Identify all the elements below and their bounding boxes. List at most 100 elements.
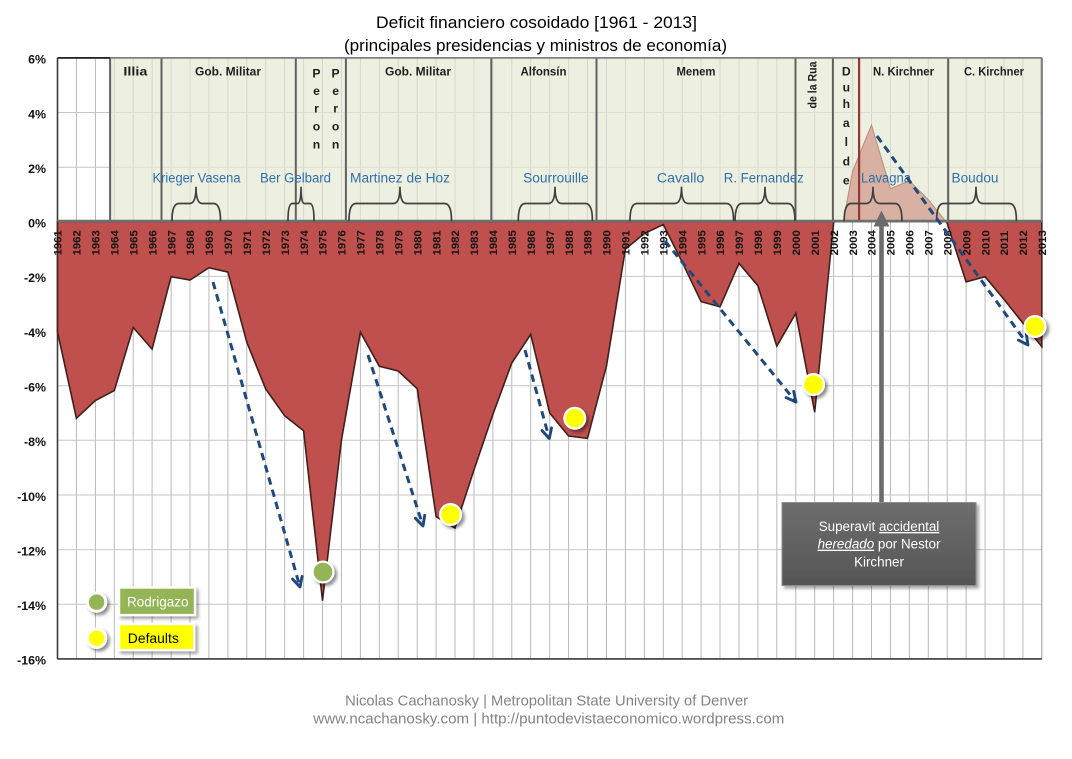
- svg-text:1994: 1994: [677, 230, 689, 256]
- svg-text:P: P: [332, 66, 340, 80]
- svg-text:C. Kirchner: C. Kirchner: [964, 64, 1024, 78]
- svg-text:Alfonsín: Alfonsín: [521, 64, 567, 78]
- svg-text:P: P: [312, 66, 320, 80]
- svg-text:1977: 1977: [356, 230, 368, 255]
- svg-text:l: l: [845, 135, 848, 149]
- svg-text:Kirchner: Kirchner: [854, 554, 904, 569]
- svg-text:1988: 1988: [564, 230, 576, 255]
- svg-text:1983: 1983: [469, 230, 481, 255]
- svg-text:n: n: [313, 137, 320, 151]
- svg-text:1961: 1961: [53, 230, 65, 255]
- svg-text:1967: 1967: [166, 230, 178, 255]
- svg-text:1999: 1999: [772, 230, 784, 255]
- svg-text:e: e: [313, 84, 320, 98]
- svg-text:Sourrouille: Sourrouille: [523, 171, 589, 186]
- svg-text:1962: 1962: [72, 230, 84, 255]
- svg-text:1981: 1981: [431, 230, 443, 255]
- svg-text:Illia: Illia: [123, 64, 147, 78]
- svg-text:Cavallo: Cavallo: [657, 171, 705, 186]
- svg-text:Boudou: Boudou: [952, 171, 999, 186]
- svg-text:Krieger Vasena: Krieger Vasena: [153, 171, 242, 186]
- svg-text:Martinez de Hoz: Martinez de Hoz: [350, 171, 450, 186]
- svg-text:1970: 1970: [223, 230, 235, 255]
- svg-text:heredado por Nestor: heredado por Nestor: [818, 537, 941, 552]
- svg-text:4%: 4%: [28, 107, 46, 121]
- svg-text:1964: 1964: [110, 230, 122, 256]
- svg-text:1965: 1965: [128, 230, 140, 255]
- svg-text:o: o: [332, 119, 339, 133]
- svg-text:1972: 1972: [261, 230, 273, 255]
- svg-text:-6%: -6%: [24, 381, 46, 395]
- svg-text:1985: 1985: [507, 230, 519, 255]
- svg-text:1969: 1969: [204, 230, 216, 255]
- svg-text:2012: 2012: [1018, 230, 1030, 255]
- svg-text:Rodrigazo: Rodrigazo: [127, 594, 189, 609]
- svg-text:2006: 2006: [905, 230, 917, 255]
- svg-text:-2%: -2%: [24, 271, 46, 285]
- svg-text:1984: 1984: [488, 230, 500, 256]
- svg-text:-8%: -8%: [24, 435, 46, 449]
- svg-text:1968: 1968: [185, 230, 197, 255]
- svg-text:r: r: [314, 101, 319, 115]
- svg-text:2004: 2004: [867, 230, 879, 256]
- svg-text:o: o: [313, 119, 320, 133]
- svg-text:1997: 1997: [734, 230, 746, 255]
- svg-text:1963: 1963: [91, 230, 103, 255]
- svg-text:1980: 1980: [412, 230, 424, 255]
- svg-text:2009: 2009: [961, 230, 973, 255]
- svg-text:2007: 2007: [924, 230, 936, 255]
- svg-text:1992: 1992: [640, 230, 652, 255]
- svg-text:2011: 2011: [999, 231, 1011, 256]
- svg-text:2003: 2003: [848, 230, 860, 255]
- svg-text:d: d: [843, 154, 850, 168]
- svg-text:a: a: [843, 116, 850, 130]
- svg-text:1982: 1982: [450, 230, 462, 255]
- svg-text:2005: 2005: [886, 230, 898, 255]
- svg-text:1976: 1976: [337, 230, 349, 255]
- svg-text:Superavit accidental: Superavit accidental: [819, 519, 940, 534]
- svg-text:Gob. Militar: Gob. Militar: [385, 64, 451, 78]
- svg-text:de la Rua: de la Rua: [806, 61, 820, 108]
- svg-text:n: n: [332, 137, 339, 151]
- svg-text:1974: 1974: [299, 230, 311, 256]
- svg-text:1966: 1966: [147, 230, 159, 255]
- svg-text:1991: 1991: [621, 230, 633, 255]
- svg-text:1978: 1978: [375, 230, 387, 255]
- svg-text:2%: 2%: [28, 162, 46, 176]
- svg-text:-10%: -10%: [17, 490, 46, 504]
- svg-text:2000: 2000: [791, 230, 803, 255]
- svg-text:6%: 6%: [28, 53, 46, 67]
- svg-text:1996: 1996: [715, 230, 727, 255]
- svg-text:www.ncachanosky.com | http://: www.ncachanosky.com | http://puntodevist…: [312, 712, 784, 728]
- svg-text:-14%: -14%: [17, 599, 46, 613]
- svg-text:1986: 1986: [526, 230, 538, 255]
- svg-text:Deficit financiero cosoidado [: Deficit financiero cosoidado [1961 - 201…: [376, 13, 697, 32]
- svg-text:D: D: [842, 65, 851, 79]
- svg-text:1995: 1995: [696, 230, 708, 255]
- svg-text:1973: 1973: [280, 230, 292, 255]
- svg-text:1979: 1979: [393, 230, 405, 255]
- svg-text:1987: 1987: [545, 230, 557, 255]
- svg-text:1993: 1993: [659, 230, 671, 255]
- svg-text:1989: 1989: [583, 230, 595, 255]
- svg-text:u: u: [843, 81, 850, 95]
- svg-text:Lavagna: Lavagna: [861, 171, 912, 186]
- svg-text:(principales presidencias y mi: (principales presidencias y ministros de…: [344, 36, 727, 55]
- svg-text:N. Kirchner: N. Kirchner: [873, 64, 934, 78]
- svg-text:1990: 1990: [602, 230, 614, 255]
- svg-text:Menem: Menem: [677, 64, 716, 78]
- svg-text:2002: 2002: [829, 230, 841, 255]
- svg-text:Defaults: Defaults: [128, 631, 179, 646]
- svg-text:2013: 2013: [1037, 230, 1049, 255]
- svg-text:e: e: [332, 84, 339, 98]
- svg-text:R. Fernandez: R. Fernandez: [724, 171, 804, 186]
- svg-text:1971: 1971: [242, 230, 254, 255]
- svg-text:e: e: [843, 173, 850, 187]
- svg-text:2010: 2010: [980, 230, 992, 255]
- svg-text:2001: 2001: [810, 230, 822, 255]
- svg-text:-12%: -12%: [17, 544, 46, 558]
- svg-text:-4%: -4%: [24, 326, 46, 340]
- svg-text:Ber Gelbard: Ber Gelbard: [260, 171, 331, 186]
- svg-text:h: h: [843, 97, 850, 111]
- svg-text:0%: 0%: [28, 217, 46, 231]
